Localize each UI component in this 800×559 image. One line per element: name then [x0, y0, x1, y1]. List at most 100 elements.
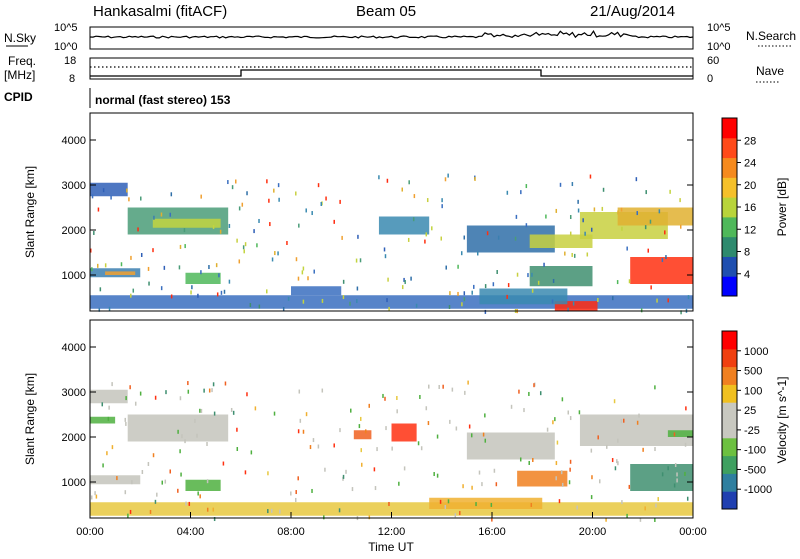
power-echo-speck [497, 235, 500, 240]
power-echo-speck [551, 299, 554, 304]
velocity-echo-speck [673, 483, 676, 488]
velocity-echo-speck [554, 417, 556, 422]
velocity-echo-speck [339, 428, 341, 433]
power-echo-speck [386, 178, 389, 183]
power-echo-speck [301, 270, 304, 275]
velocity-echo-speck [273, 411, 276, 416]
date-title: 21/Aug/2014 [590, 3, 675, 20]
power-ytick-label: 1000 [62, 270, 86, 282]
power-echo-speck [287, 296, 290, 301]
power-echo-speck [441, 198, 443, 203]
velocity-echo-speck [686, 496, 689, 501]
velocity-echo-speck [556, 440, 559, 445]
power-echo-speck [656, 298, 658, 303]
velocity-echo-speck [484, 413, 486, 418]
velocity-echo-speck [200, 408, 203, 413]
velocity-echo-region [353, 430, 372, 440]
station-title: Hankasalmi (fitACF) [93, 3, 227, 20]
velocity-echo-region [429, 497, 543, 509]
velocity-echo-speck [305, 412, 308, 417]
power-echo-speck [249, 302, 252, 307]
velocity-echo-speck [297, 429, 300, 434]
power-echo-speck [183, 228, 186, 233]
velocity-xtick-label: 08:00 [277, 526, 305, 538]
velocity-echo-speck [590, 495, 593, 500]
power-echo-speck [407, 237, 410, 242]
velocity-echo-speck [482, 432, 485, 437]
power-echo-speck [680, 310, 682, 315]
nsearch-tick-high: 10^5 [707, 22, 731, 34]
power-echo-speck [342, 279, 345, 284]
power-echo-speck [170, 294, 173, 299]
velocity-echo-speck [455, 426, 458, 431]
velocity-xtick-label: 16:00 [478, 526, 506, 538]
power-echo-speck [197, 293, 199, 298]
power-echo-speck [256, 243, 258, 248]
power-echo-speck [325, 196, 327, 201]
velocity-colorbar-tick: -500 [744, 464, 766, 476]
velocity-echo-speck [309, 445, 312, 450]
power-colorbar-swatch [722, 197, 737, 218]
velocity-echo-speck [279, 509, 281, 514]
velocity-xtick-label: 12:00 [378, 526, 406, 538]
velocity-ytick-label: 3000 [62, 387, 86, 399]
power-echo-speck [93, 230, 95, 235]
power-echo-region [105, 271, 136, 275]
power-echo-speck [679, 224, 682, 229]
velocity-echo-speck [621, 500, 623, 505]
velocity-echo-speck [139, 391, 142, 396]
velocity-echo-speck [578, 410, 581, 415]
power-echo-speck [132, 288, 135, 293]
power-echo-speck [160, 212, 163, 217]
velocity-echo-speck [654, 447, 656, 452]
velocity-echo-speck [561, 397, 564, 402]
velocity-echo-speck [628, 484, 631, 489]
velocity-echo-speck [116, 476, 118, 481]
power-echo-speck [200, 270, 202, 275]
power-echo-speck [516, 272, 519, 277]
power-echo-speck [269, 222, 271, 227]
velocity-echo-speck [590, 448, 593, 453]
power-echo-speck [388, 306, 390, 311]
freq-label-2: [MHz] [4, 68, 35, 82]
nsky-tick-low: 10^0 [54, 41, 78, 53]
velocity-echo-speck [376, 447, 378, 452]
velocity-echo-speck [382, 393, 384, 398]
velocity-echo-speck [101, 402, 104, 407]
velocity-echo-speck [481, 482, 483, 487]
velocity-echo-speck [206, 507, 209, 512]
power-echo-region [529, 266, 593, 287]
power-echo-speck [102, 188, 105, 193]
power-echo-speck [506, 294, 508, 299]
velocity-echo-speck [533, 383, 535, 388]
velocity-echo-speck [246, 392, 248, 397]
velocity-echo-speck [154, 499, 157, 504]
power-echo-speck [589, 174, 592, 179]
velocity-echo-speck [185, 501, 187, 506]
power-echo-speck [640, 308, 643, 313]
power-ytick-label: 2000 [62, 225, 86, 237]
power-colorbar-swatch [722, 118, 737, 139]
velocity-echo-speck [152, 453, 155, 458]
power-echo-speck [496, 269, 498, 274]
power-echo-speck [147, 266, 150, 271]
power-echo-speck [246, 191, 248, 196]
power-echo-speck [506, 190, 509, 195]
power-echo-speck [584, 231, 586, 236]
velocity-colorbar-tick: 500 [744, 366, 762, 378]
velocity-echo-region [185, 479, 221, 491]
velocity-echo-region [127, 414, 229, 442]
velocity-echo-speck [177, 488, 179, 493]
velocity-echo-speck [236, 427, 238, 432]
velocity-echo-speck [674, 463, 677, 468]
power-echo-speck [219, 229, 222, 234]
velocity-echo-speck [655, 503, 657, 508]
power-echo-speck [356, 286, 359, 291]
power-colorbar-swatch [722, 157, 737, 178]
power-echo-speck [253, 229, 255, 234]
velocity-echo-speck [294, 497, 297, 502]
velocity-echo-speck [179, 449, 181, 454]
nsky-label: N.Sky [4, 31, 36, 45]
power-colorbar-tick: 12 [744, 224, 756, 236]
beam-title: Beam 05 [356, 3, 416, 20]
